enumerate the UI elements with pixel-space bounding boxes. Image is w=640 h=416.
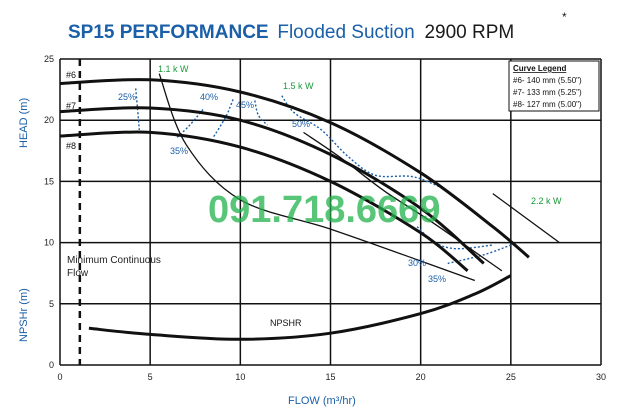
x-tick-label: 30 — [596, 372, 606, 382]
series-label-6: #6 — [66, 70, 76, 80]
efficiency-curve — [135, 88, 140, 131]
legend-box — [508, 60, 600, 112]
x-tick-label: 0 — [57, 372, 62, 382]
y-axis-label-head: HEAD (m) — [18, 98, 30, 148]
series-line — [59, 130, 469, 272]
title-sub: Flooded Suction — [277, 22, 414, 43]
efficiency-label: 50% — [292, 119, 310, 129]
series-label-8: #8 — [66, 141, 76, 151]
title-rpm: 2900 RPM — [424, 22, 514, 43]
curve-legend: Curve Legend #6- 140 mm (5.50") #7- 133 … — [508, 60, 600, 112]
x-tick-label: 10 — [235, 372, 245, 382]
y-tick-label: 0 — [49, 360, 54, 370]
series-line — [59, 106, 485, 265]
power-label-1-5kw: 1.5 k W — [283, 81, 314, 91]
efficiency-label: 45% — [236, 100, 254, 110]
efficiency-curve — [254, 100, 268, 126]
x-tick-label: 15 — [325, 372, 335, 382]
min-flow-group: Minimum Continuous Flow — [67, 59, 161, 365]
npshr-label: NPSHR — [270, 318, 302, 328]
min-flow-label-line2: Flow — [67, 268, 89, 279]
legend-entry-8: #8- 127 mm (5.00") — [513, 100, 582, 109]
efficiency-label: 30% — [408, 258, 426, 268]
y-axis-label-npshr: NPSHr (m) — [18, 288, 30, 342]
axis-ticks: 0 5 10 15 20 25 30 0 5 10 15 20 25 — [44, 54, 606, 382]
x-axis-label: FLOW (m³/hr) — [288, 395, 356, 407]
y-tick-label: 10 — [44, 238, 54, 248]
y-tick-label: 20 — [44, 115, 54, 125]
efficiency-label: 35% — [428, 274, 446, 284]
title-main: SP15 PERFORMANCE — [68, 22, 269, 43]
efficiency-curve — [281, 95, 439, 187]
efficiency-label: 40% — [200, 92, 218, 102]
efficiency-curve — [176, 107, 205, 138]
title-asterisk: * — [562, 10, 567, 24]
legend-entry-6: #6- 140 mm (5.50") — [513, 76, 582, 85]
head-curves — [59, 78, 530, 341]
x-tick-label: 20 — [416, 372, 426, 382]
y-tick-label: 25 — [44, 54, 54, 64]
efficiency-label: 35% — [170, 146, 188, 156]
min-flow-label-line1: Minimum Continuous — [67, 255, 161, 266]
watermark-text: 091.718.6669 — [208, 189, 440, 231]
legend-title: Curve Legend — [513, 64, 566, 73]
power-label-2-2kw: 2.2 k W — [531, 196, 562, 206]
series-line — [59, 78, 530, 259]
power-label-1-1kw: 1.1 k W — [158, 64, 189, 74]
series-label-7: #7 — [66, 101, 76, 111]
efficiency-curve — [212, 99, 234, 138]
curve-labels: #6 #7 #8 NPSHR 1.1 k W 1.5 k W 2.2 k W 25% 40% 45… — [66, 64, 562, 328]
legend-entry-7: #7- 133 mm (5.25") — [513, 88, 582, 97]
x-tick-label: 25 — [506, 372, 516, 382]
series-line — [88, 274, 512, 341]
y-tick-label: 15 — [44, 176, 54, 186]
efficiency-label: 25% — [118, 92, 136, 102]
power-curve — [158, 73, 476, 282]
chart-title: SP15 PERFORMANCE Flooded Suction 2900 RP… — [68, 22, 514, 43]
x-tick-label: 5 — [148, 372, 153, 382]
y-tick-label: 5 — [49, 299, 54, 309]
power-curve — [492, 193, 560, 244]
